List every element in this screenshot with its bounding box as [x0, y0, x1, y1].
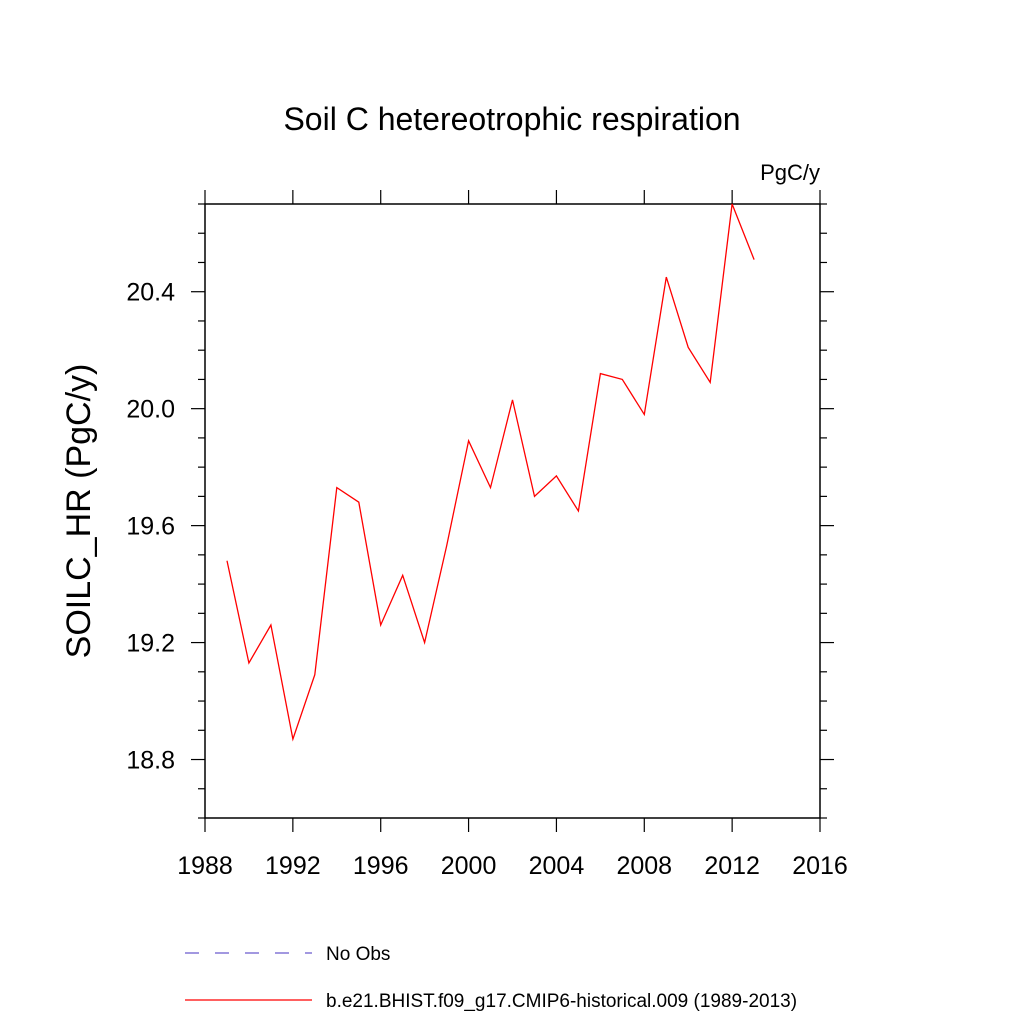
- series-line: [226, 203, 755, 742]
- units-label: PgC/y: [760, 160, 820, 185]
- series-layer: [226, 203, 755, 742]
- x-tick-label: 2008: [616, 852, 672, 880]
- x-tick-label: 1988: [177, 852, 233, 880]
- x-tick-label: 1996: [353, 852, 409, 880]
- x-tick-label: 2004: [529, 852, 585, 880]
- axis-ticks: [191, 190, 834, 832]
- y-tick-labels: 18.8 19.2 19.6 20.0 20.4: [126, 279, 175, 775]
- legend: No Obs b.e21.BHIST.f09_g17.CMIP6-historic…: [185, 944, 797, 1012]
- y-tick-label: 19.6: [126, 513, 175, 541]
- y-tick-label: 18.8: [126, 747, 175, 775]
- x-tick-label: 2012: [704, 852, 760, 880]
- y-tick-label: 20.4: [126, 279, 175, 307]
- y-tick-label: 20.0: [126, 396, 175, 424]
- legend-label: b.e21.BHIST.f09_g17.CMIP6-historical.009…: [326, 991, 797, 1012]
- plot-frame: [204, 203, 821, 819]
- x-tick-labels: 1988 1992 1996 2000 2004 2008 2012 2016: [177, 852, 848, 880]
- legend-label: No Obs: [326, 944, 390, 965]
- x-tick-label: 1992: [265, 852, 321, 880]
- chart-title: Soil C hetereotrophic respiration: [283, 101, 740, 137]
- y-axis-label: SOILC_HR (PgC/y): [60, 364, 98, 659]
- x-tick-label: 2016: [792, 852, 848, 880]
- y-tick-label: 19.2: [126, 630, 175, 658]
- x-tick-label: 2000: [441, 852, 497, 880]
